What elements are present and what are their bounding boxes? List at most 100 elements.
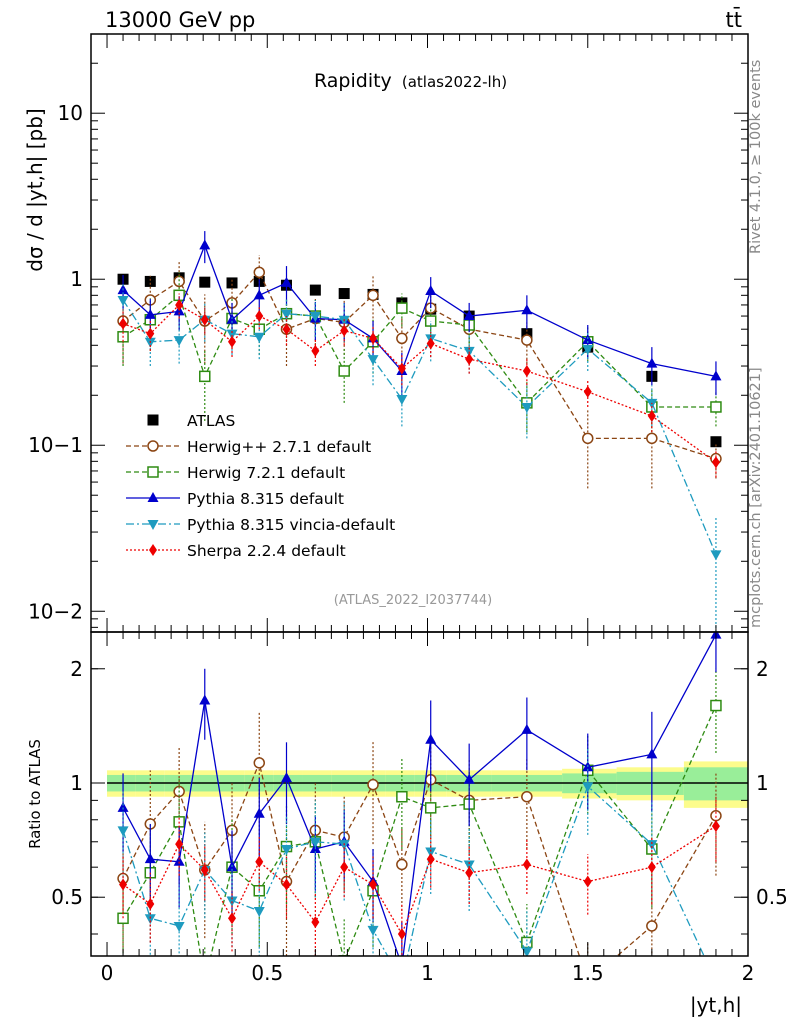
data-point — [253, 332, 265, 343]
data-point — [282, 878, 291, 891]
legend-marker — [147, 520, 159, 530]
data-point — [522, 858, 531, 871]
data-point — [173, 921, 185, 932]
data-point — [424, 802, 437, 814]
data-point — [465, 866, 474, 879]
main-y-axis-label: dσ / d |yt,h| [pb] — [23, 108, 47, 271]
ratio-y-tick-label: 2 — [70, 657, 83, 681]
data-point — [582, 344, 594, 355]
series-line — [122, 825, 717, 936]
data-point — [521, 304, 533, 315]
data-point — [255, 855, 264, 868]
legend-label: ATLAS — [187, 412, 235, 430]
legend-marker — [147, 414, 159, 426]
ratio-y-tick-label-right: 0.5 — [756, 885, 786, 909]
data-point — [711, 820, 720, 833]
data-point — [367, 289, 379, 302]
data-point — [144, 308, 156, 319]
legend: ATLAS Herwig++ 2.7.1 default Herwig 7.2.1 … — [126, 412, 395, 560]
legend-label: Pythia 8.315 vincia-default — [187, 516, 395, 534]
data-point — [646, 840, 658, 851]
data-point — [228, 335, 237, 348]
data-point — [463, 773, 475, 784]
plot-title: Rapidity (atlas2022-lh) — [314, 70, 507, 92]
data-point — [396, 302, 408, 314]
data-point — [311, 916, 320, 929]
data-point — [338, 288, 350, 300]
data-point — [711, 456, 720, 469]
data-point — [338, 365, 350, 377]
data-point — [582, 334, 594, 345]
legend-item: ATLAS — [147, 412, 235, 430]
data-point — [397, 362, 406, 375]
legend-item: Pythia 8.315 vincia-default — [126, 516, 395, 534]
data-point — [367, 925, 379, 936]
data-point — [521, 334, 533, 346]
data-point — [521, 328, 533, 340]
data-point — [200, 863, 209, 876]
data-point — [710, 699, 722, 712]
data-point — [117, 295, 129, 306]
data-point — [397, 927, 406, 940]
data-point — [710, 370, 722, 381]
data-point — [582, 782, 594, 793]
data-point — [710, 401, 722, 413]
ratio-y-tick-label: 1 — [70, 771, 83, 795]
ratio-y-tick-label-right: 1 — [756, 771, 769, 795]
data-point — [463, 860, 475, 871]
data-point — [253, 807, 265, 818]
data-point — [199, 694, 211, 705]
process-label: tt̄ — [726, 7, 742, 32]
data-point — [280, 309, 292, 320]
data-point — [199, 370, 211, 383]
data-point — [710, 436, 722, 448]
ratio-panel: 2 2 1 1 0.5 0.5 0 0.5 1 1.5 2 Ratio to ATLAS |yt,h… — [26, 631, 786, 1017]
data-point — [228, 912, 237, 925]
data-point — [253, 757, 266, 769]
data-point — [463, 310, 475, 321]
data-point — [119, 878, 128, 891]
data-point — [396, 790, 408, 803]
data-point — [280, 844, 292, 855]
legend-item: Pythia 8.315 default — [126, 490, 344, 508]
data-point — [396, 858, 408, 871]
data-point — [425, 847, 437, 858]
plot-title-main: Rapidity — [314, 70, 392, 92]
data-point — [369, 332, 378, 345]
main-y-tick-label: 10−1 — [28, 433, 83, 457]
data-point — [144, 914, 156, 925]
data-point — [309, 837, 321, 848]
data-point — [175, 838, 184, 851]
data-point — [309, 284, 321, 296]
data-point — [117, 826, 129, 837]
rivet-label: Rivet 4.1.0, ≥ 100k events — [748, 60, 764, 254]
data-point — [144, 853, 156, 864]
series-pythia-8-315-vincia-default — [117, 282, 722, 632]
data-point — [340, 324, 349, 337]
x-tick-label: 0 — [101, 961, 114, 985]
data-point — [338, 955, 350, 956]
data-point — [647, 410, 656, 423]
data-point — [253, 289, 265, 300]
data-point — [582, 432, 594, 445]
ratio-y-axis-label: Ratio to ATLAS — [26, 739, 44, 849]
data-point — [646, 920, 658, 932]
legend-marker — [147, 492, 159, 502]
data-point — [521, 402, 533, 413]
x-axis-label: |yt,h| — [690, 993, 742, 1017]
data-point — [340, 861, 349, 874]
series-sherpa-2-2-4-default — [119, 796, 720, 956]
x-tick-label: 1 — [421, 961, 434, 985]
energy-label: 13000 GeV pp — [105, 8, 255, 32]
series-line — [122, 271, 717, 460]
legend-marker — [147, 466, 159, 478]
data-point — [173, 855, 185, 866]
main-y-tick-label: 10 — [58, 101, 83, 125]
x-tick-label: 1.5 — [572, 961, 604, 985]
data-point — [119, 317, 128, 330]
data-point — [426, 337, 435, 350]
data-point — [226, 277, 238, 289]
data-point — [521, 723, 533, 734]
ratio-y-tick-label-right: 2 — [756, 657, 769, 681]
